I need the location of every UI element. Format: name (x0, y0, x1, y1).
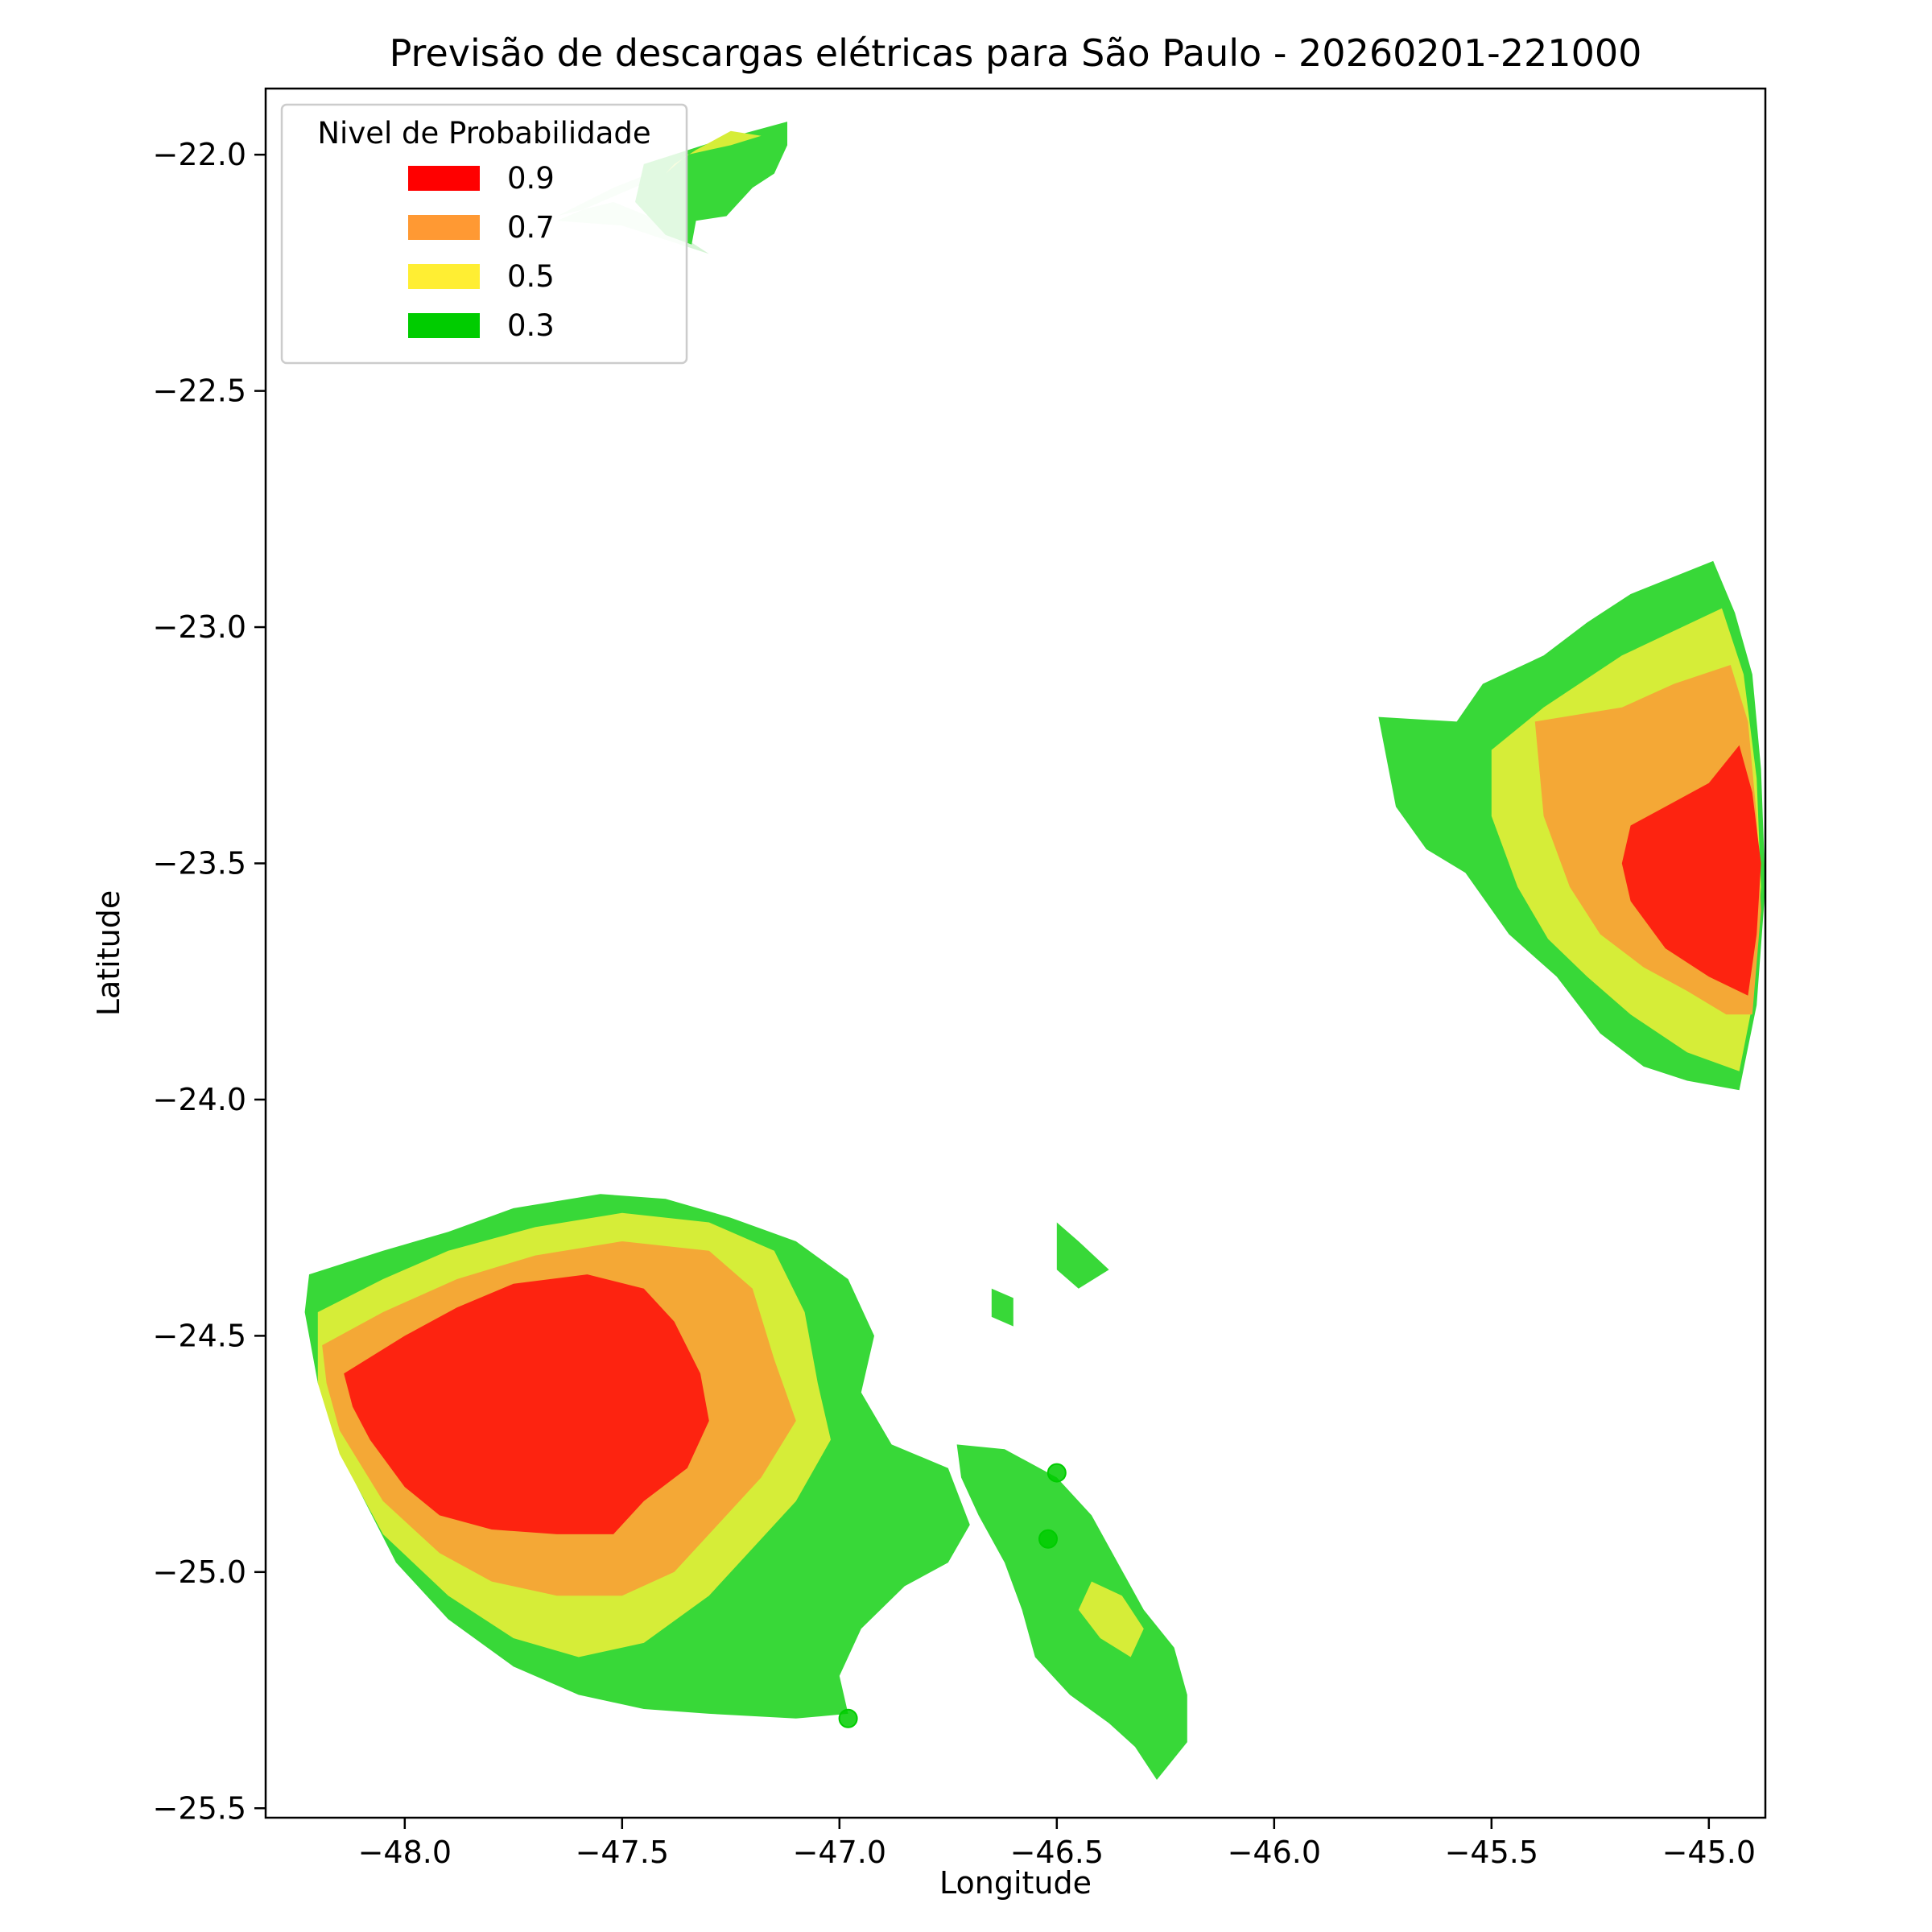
legend-swatch (408, 215, 480, 240)
y-axis-title: Latitude (91, 890, 126, 1016)
legend-title: Nivel de Probabilidade (317, 116, 650, 151)
x-axis: −48.0 −47.5 −47.0 −46.5 −46.0 −45.5 −45.0 (358, 1818, 1756, 1870)
legend-entries: 0.9 0.7 0.5 0.3 (408, 161, 555, 343)
contour-region-coast-05 (1078, 1581, 1144, 1657)
x-tick-label: −47.5 (576, 1835, 669, 1870)
x-tick-label: −46.5 (1010, 1835, 1104, 1870)
legend: Nivel de Probabilidade 0.9 0.7 0.5 0.3 (280, 103, 688, 365)
legend-swatch (408, 166, 480, 191)
legend-label: 0.3 (507, 308, 555, 343)
station-marker (1046, 1463, 1067, 1483)
legend-label: 0.9 (507, 161, 555, 196)
chart-title: Previsão de descargas elétricas para São… (390, 31, 1642, 75)
legend-swatch (408, 264, 480, 289)
y-tick-label: −25.5 (153, 1790, 246, 1826)
x-tick-label: −48.0 (358, 1835, 452, 1870)
station-marker (838, 1708, 858, 1728)
contour-region-southwest-09 (344, 1274, 709, 1534)
plot-frame (264, 87, 1767, 1819)
x-axis-title: Longitude (939, 1865, 1092, 1901)
contour-region-coast-03 (956, 1444, 1187, 1780)
contour-region-nearshore-03 (991, 1288, 1013, 1327)
y-tick-label: −24.5 (153, 1318, 246, 1353)
y-axis: −22.0 −22.5 −23.0 −23.5 −24.0 −24.5 −25.0 −25.5 (153, 137, 266, 1826)
y-tick-label: −23.5 (153, 845, 246, 881)
legend-label: 0.5 (507, 259, 555, 294)
legend-swatch (408, 313, 480, 338)
station-marker (1038, 1529, 1058, 1549)
legend-label: 0.7 (507, 210, 555, 245)
y-tick-label: −24.0 (153, 1082, 246, 1117)
contour-region-east-09 (1621, 745, 1761, 996)
legend-box (280, 103, 688, 365)
contour-region-northwest-05 (665, 130, 762, 174)
x-tick-label: −45.0 (1662, 1835, 1756, 1870)
x-tick-label: −47.0 (793, 1835, 886, 1870)
plot-area (304, 122, 1765, 1780)
x-tick-label: −45.5 (1445, 1835, 1538, 1870)
x-tick-label: −46.0 (1228, 1835, 1321, 1870)
contour-region-nearshore-03 (1056, 1222, 1109, 1289)
y-tick-label: −22.0 (153, 137, 246, 172)
y-tick-label: −22.5 (153, 374, 246, 409)
y-tick-label: −23.0 (153, 609, 246, 645)
y-tick-label: −25.0 (153, 1554, 246, 1590)
